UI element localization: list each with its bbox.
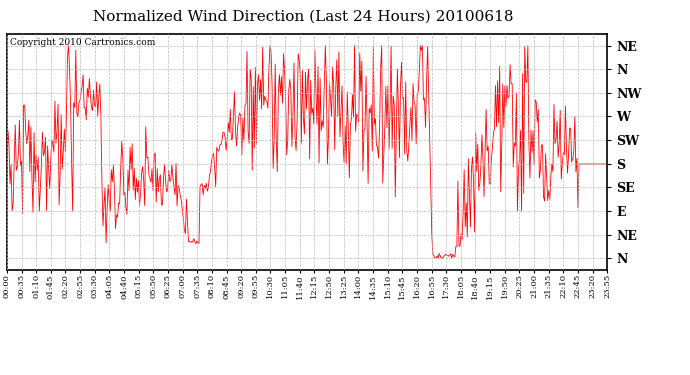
Text: Copyright 2010 Cartronics.com: Copyright 2010 Cartronics.com (10, 39, 155, 48)
Text: Normalized Wind Direction (Last 24 Hours) 20100618: Normalized Wind Direction (Last 24 Hours… (93, 9, 514, 23)
